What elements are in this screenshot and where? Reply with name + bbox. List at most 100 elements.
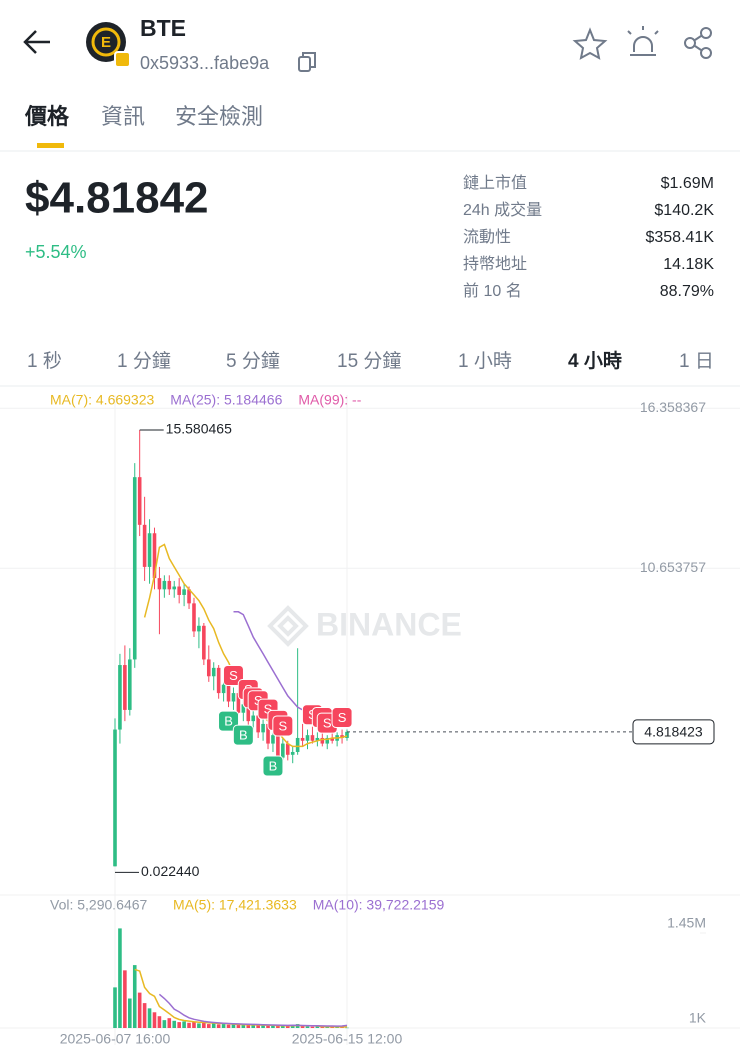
favorite-icon[interactable]	[572, 27, 608, 60]
volume-bar	[330, 1026, 334, 1028]
trade-marker	[222, 664, 244, 686]
candle-body	[226, 684, 231, 702]
y-tick-label: 1.45M	[667, 915, 706, 931]
volume-bar	[276, 1026, 280, 1028]
volume-bar	[315, 1026, 320, 1028]
ma-line	[134, 968, 347, 1028]
volume-bar	[157, 1016, 162, 1028]
volume-bar	[281, 1025, 285, 1028]
x-tick-label: 2025-06-15 12:00	[292, 1031, 403, 1047]
legend-entry: MA(7): 4.669323	[50, 392, 154, 408]
tab[interactable]: 資訊	[101, 104, 145, 129]
candle-body	[128, 659, 132, 710]
interval-tab[interactable]: 1 分鐘	[117, 350, 171, 372]
share-icon[interactable]	[684, 27, 712, 59]
candle-body	[285, 743, 290, 755]
token-name: BTE	[140, 15, 186, 41]
candle-body	[241, 704, 246, 713]
trade-marker	[272, 715, 294, 737]
candle-body	[147, 533, 152, 567]
stat-label: 鏈上市值	[463, 174, 527, 192]
trade-marker	[331, 707, 353, 729]
interval-tab[interactable]: 1 小時	[458, 350, 512, 372]
back-button[interactable]	[23, 30, 50, 54]
candle-body	[152, 533, 157, 579]
volume-bar	[123, 970, 127, 1028]
candle-body	[142, 524, 147, 567]
interval-tab[interactable]: 15 分鐘	[337, 350, 401, 372]
candle-body	[162, 580, 167, 590]
price: $4.81842	[25, 174, 209, 223]
trade-marker-label: B	[269, 758, 278, 773]
x-tick-label: 2025-06-07 16:00	[60, 1031, 171, 1047]
last-price-label: 4.818423	[644, 724, 703, 740]
candle-body	[216, 667, 221, 694]
candle-body	[320, 737, 325, 744]
trade-marker-label: S	[278, 718, 287, 733]
volume-bar	[177, 1022, 181, 1028]
candle-body	[192, 603, 196, 632]
interval-tab[interactable]: 1 日	[679, 351, 714, 372]
alert-icon[interactable]	[627, 26, 659, 56]
candle-body	[187, 589, 191, 604]
annotation: 15.580465	[166, 421, 232, 437]
legend-entry: MA(10): 39,722.2159	[313, 897, 445, 913]
candle-body	[330, 737, 334, 741]
candle-body	[266, 723, 270, 744]
volume-bar	[231, 1024, 236, 1028]
volume-bar	[211, 1023, 216, 1028]
candle-body	[182, 589, 186, 595]
trade-marker-label: B	[239, 728, 248, 743]
volume-bar	[197, 1023, 201, 1028]
volume-bar	[261, 1025, 265, 1028]
volume-bar	[236, 1025, 241, 1028]
volume-bar	[300, 1026, 305, 1028]
candle-body	[261, 723, 265, 733]
candle-body	[300, 737, 305, 741]
candle-body	[211, 667, 216, 677]
volume-bar	[290, 1026, 295, 1028]
y-tick-label: 1K	[689, 1010, 707, 1026]
candle-body	[172, 586, 177, 590]
ma-line	[158, 993, 348, 1027]
volume-bar	[128, 998, 132, 1028]
copy-icon[interactable]	[298, 52, 316, 72]
stat-value: 14.18K	[663, 256, 714, 273]
candle-body	[345, 731, 349, 738]
trade-marker	[232, 724, 254, 746]
tab[interactable]: 價格	[24, 104, 70, 129]
trade-marker	[262, 755, 284, 777]
candle-body	[118, 665, 122, 730]
svg-text:E: E	[101, 34, 111, 51]
tab[interactable]: 安全檢測	[175, 104, 263, 129]
volume-bar	[320, 1026, 325, 1028]
candle-body	[113, 729, 117, 867]
volume-bar	[132, 965, 137, 1028]
candle-body	[310, 735, 315, 741]
volume-bar	[113, 987, 117, 1028]
volume-bar	[310, 1026, 315, 1028]
candle-body	[290, 751, 295, 755]
volume-bar	[172, 1020, 177, 1028]
trade-marker-label: S	[338, 710, 347, 725]
candle-body	[340, 735, 344, 738]
stat-value: $140.2K	[654, 202, 714, 219]
candle-body	[236, 693, 241, 713]
stat-value: 88.79%	[660, 283, 714, 300]
interval-tab[interactable]: 5 分鐘	[226, 350, 280, 372]
trade-marker-label: S	[323, 716, 332, 731]
interval-tab[interactable]: 4 小時	[568, 350, 622, 372]
candle-body	[281, 743, 285, 758]
candle-body	[276, 735, 280, 758]
last-price-tag	[632, 719, 715, 745]
volume-bar	[251, 1024, 256, 1028]
token-logo: E	[86, 22, 131, 68]
candle-body	[246, 704, 251, 722]
stat-label: 24h 成交量	[463, 201, 542, 219]
y-tick-label: 10.653757	[640, 559, 706, 575]
candle-body	[206, 659, 211, 677]
volume-label: Vol: 5,290.6467	[50, 897, 148, 913]
candle-body	[137, 477, 142, 525]
interval-tab[interactable]: 1 秒	[27, 350, 62, 372]
